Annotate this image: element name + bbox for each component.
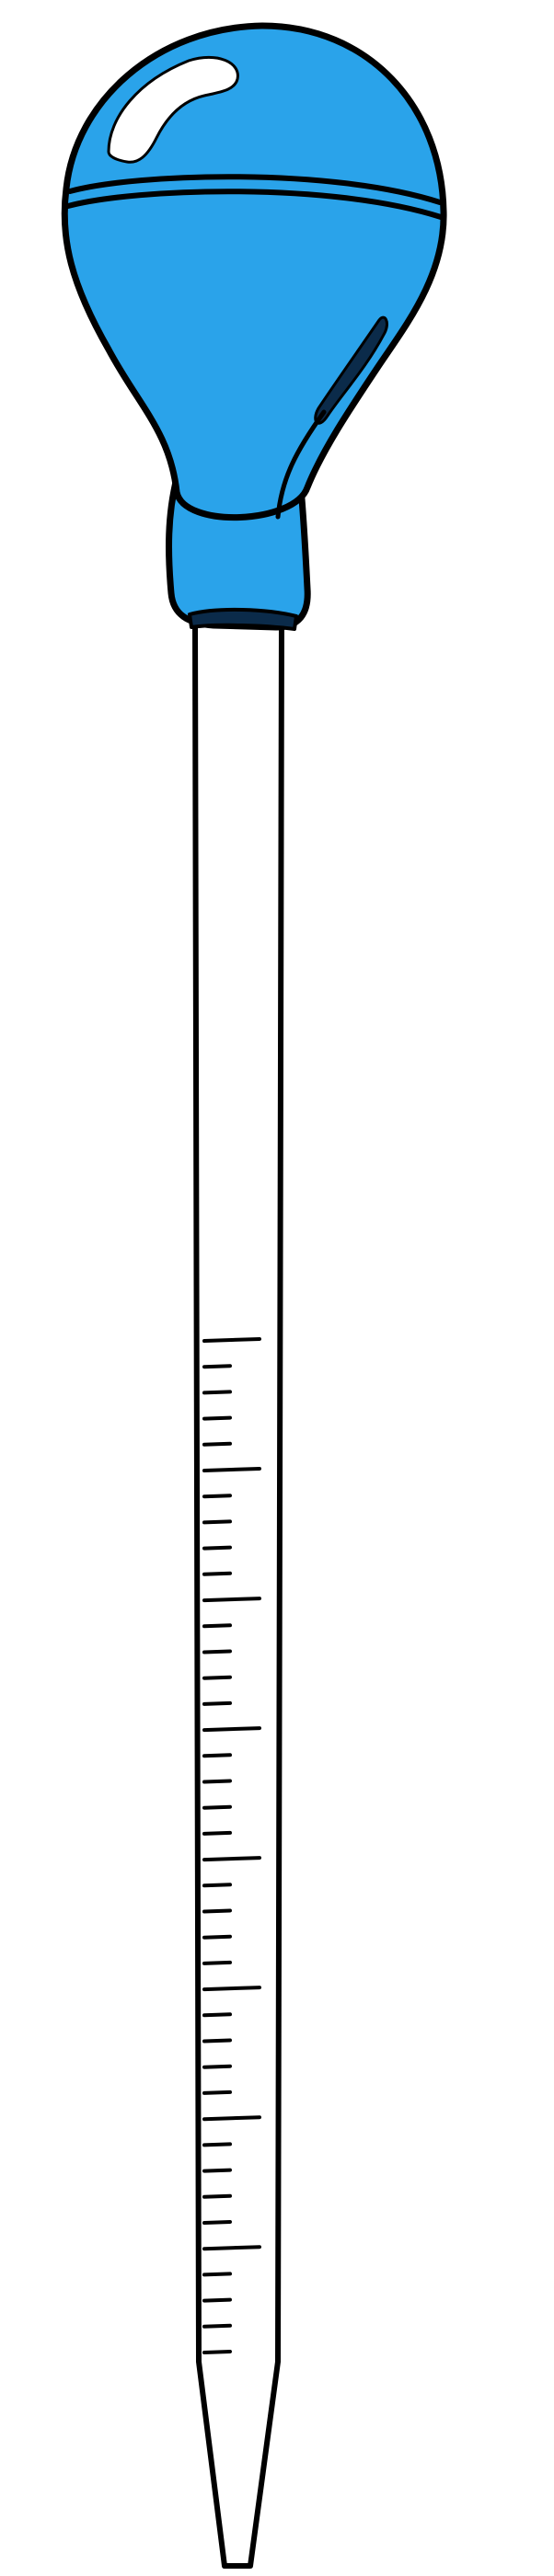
graduation-minor-tick: [202, 1441, 232, 1447]
graduation-minor-tick: [202, 2038, 232, 2044]
graduation-major-tick: [202, 1726, 261, 1733]
graduation-minor-tick: [202, 1545, 232, 1551]
graduation-minor-tick: [202, 1934, 232, 1940]
graduation-major-tick: [202, 1856, 261, 1862]
bulb-band-upper: [67, 174, 443, 205]
graduation-minor-tick: [202, 2323, 232, 2329]
bulb-shadow: [314, 315, 388, 425]
graduation-minor-tick: [202, 1494, 232, 1499]
graduation-minor-tick: [202, 1390, 232, 1395]
graduation-major-tick: [202, 1337, 261, 1343]
bulb-band-lower: [65, 189, 444, 220]
graduation-minor-tick: [202, 1415, 232, 1421]
graduation-minor-tick: [202, 2168, 232, 2173]
graduation-major-tick: [202, 1597, 261, 1603]
graduation-minor-tick: [202, 1649, 232, 1654]
graduation-major-tick: [202, 1467, 261, 1472]
graduation-minor-tick: [202, 2193, 232, 2199]
graduation-minor-tick: [202, 1623, 232, 1629]
graduation-minor-tick: [202, 2142, 232, 2147]
graduation-major-tick: [202, 2115, 261, 2122]
graduation-minor-tick: [202, 1675, 232, 1680]
graduation-minor-tick: [202, 1908, 232, 1914]
graduation-minor-tick: [202, 1804, 232, 1810]
graduation-minor-tick: [202, 1779, 232, 1784]
bulb-shadow-curve: [275, 409, 327, 520]
graduation-minor-tick: [202, 2220, 232, 2225]
bulb-highlight: [107, 55, 239, 164]
bulb-rim: [188, 607, 298, 631]
graduation-major-tick: [202, 1986, 261, 1992]
graduation-minor-tick: [202, 1700, 232, 1706]
pipette-bulb: [61, 22, 447, 521]
graduation-minor-tick: [202, 1753, 232, 1758]
graduation-scale: [202, 1337, 261, 2354]
graduation-minor-tick: [202, 1519, 232, 1525]
graduation-minor-tick: [202, 1364, 232, 1369]
graduation-minor-tick: [202, 1883, 232, 1888]
graduation-minor-tick: [202, 2297, 232, 2303]
graduation-minor-tick: [202, 2350, 232, 2354]
graduation-minor-tick: [202, 2012, 232, 2018]
graduation-minor-tick: [202, 2089, 232, 2095]
graduation-minor-tick: [202, 2272, 232, 2277]
graduation-major-tick: [202, 2245, 261, 2251]
graduation-minor-tick: [202, 1830, 232, 1836]
